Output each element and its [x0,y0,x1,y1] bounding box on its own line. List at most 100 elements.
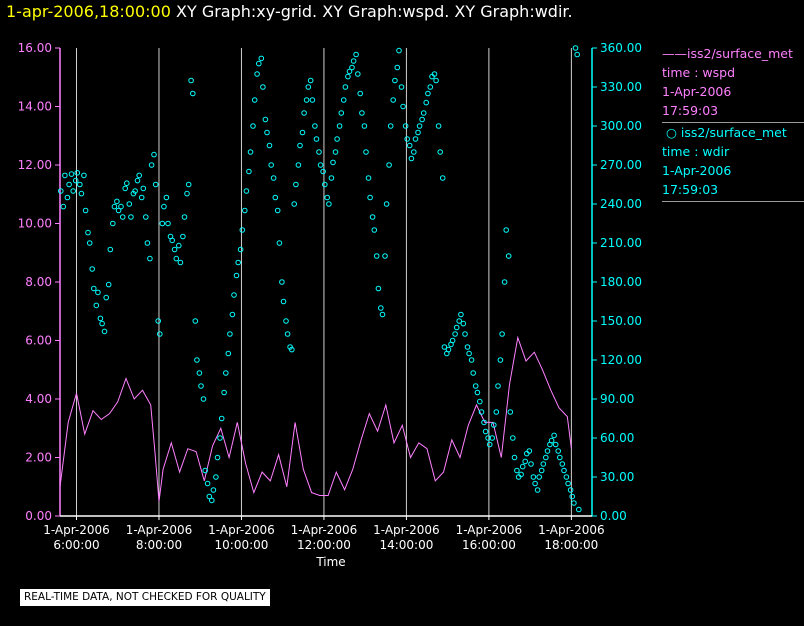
right-tick-label-5: 150.00 [600,314,642,328]
wdir-point [247,149,254,155]
wdir-point [111,203,118,210]
legend-wspd-date: 1-Apr-2006 [662,84,732,99]
wdir-point [188,77,194,84]
x-axis-ticks: 1-Apr-20066:00:001-Apr-20068:00:001-Apr-… [43,516,605,552]
wdir-point [460,320,467,327]
wdir-point [147,255,153,262]
wdir-point [173,255,180,262]
wdir-point [231,292,237,298]
wdir-point [431,71,438,77]
wdir-point [62,172,68,179]
wdir-point [386,162,392,168]
wdir-point [155,318,161,324]
wdir-point [378,305,384,311]
wdir-point [466,350,472,357]
wdir-point [157,331,163,337]
x-tick-date-2: 1-Apr-2006 [208,523,275,537]
wdir-point [427,84,434,90]
wdir-point [355,71,361,77]
wdir-point [334,136,340,142]
wdir-point [91,285,97,292]
wdir-point [138,194,145,201]
wdir-point [180,233,186,240]
wdir-point [235,259,241,266]
wdir-point [152,181,159,188]
left-tick-label-1: 2.00 [25,451,52,465]
wdir-point [518,471,524,478]
wdir-point [213,474,219,480]
wdir-point [357,90,364,97]
wdir-point [82,207,89,214]
x-tick-date-0: 1-Apr-2006 [43,523,110,537]
wdir-point [390,97,397,103]
wdir-point [299,129,306,136]
wdir-point [571,500,577,506]
legend-wdir: ○ iss2/surface_met time : wdir 1-Apr-200… [662,123,804,202]
wdir-point [456,318,463,324]
wdir-point [161,203,167,210]
wdir-point [289,346,295,353]
wdir-point [371,227,378,233]
wdir-point [536,474,543,480]
wdir-point [464,344,471,350]
wdir-point [398,84,405,90]
wdir-point [491,422,497,428]
right-tick-label-6: 180.00 [600,275,642,289]
wdir-point [449,337,456,344]
left-tick-label-4: 8.00 [25,275,52,289]
wdir-point [404,136,411,142]
wdir-point [114,198,120,205]
wdir-point [268,162,275,168]
right-tick-label-0: 0.00 [600,509,627,523]
left-tick-label-7: 14.00 [18,100,52,114]
wdir-point [312,123,318,129]
wdir-point [557,454,563,461]
wdir-point [303,97,310,103]
wdir-point [194,357,200,363]
x-tick-time-5: 16:00:00 [462,538,516,552]
wdir-point [462,331,468,337]
wdir-point [291,201,298,207]
x-tick-date-3: 1-Apr-2006 [291,523,358,537]
wdir-point [246,168,252,175]
wdir-point [324,194,331,201]
wdir-point [317,162,324,168]
wdir-point [412,136,419,142]
wdir-point [552,441,559,448]
wdir-point [349,64,355,71]
wdir-point [472,383,479,389]
title-bar: 1-apr-2006,18:00:00 XY Graph:xy-grid. XY… [6,2,573,22]
wdir-point [239,227,246,233]
wdir-point [400,103,406,110]
wdir-point [103,294,109,301]
wdir-point [221,389,227,396]
legend-wspd-time: 17:59:03 [662,103,719,118]
wdir-point [206,493,213,500]
left-tick-label-2: 4.00 [25,392,52,406]
wdir-point [453,324,460,331]
wdir-point [200,396,207,402]
legend: ——iss2/surface_met time : wspd 1-Apr-200… [662,44,804,202]
wdir-point [190,90,196,97]
wdir-point [425,90,431,97]
wdir-point [124,180,130,186]
legend-wdir-date: 1-Apr-2006 [662,163,732,178]
wdir-point [264,129,270,136]
wdir-point [165,220,171,227]
wdir-point [256,60,262,67]
wdir-point [336,123,343,129]
wdir-point [280,298,287,305]
wdir-point [396,47,402,54]
wdir-point [340,97,347,103]
wdir-point [250,123,256,129]
wdir-point [346,68,353,75]
wdir-point [416,123,423,129]
wdir-point [543,454,549,461]
wdir-point [392,77,398,84]
wdir-point [60,203,67,210]
wdir-point [406,142,413,149]
wdir-point [136,172,142,179]
wdir-series [58,45,582,513]
right-axis-ticks: 0.00 30.00 60.00 90.00 120.00 150.00 180.00 210… [592,41,642,523]
axes [59,48,593,517]
